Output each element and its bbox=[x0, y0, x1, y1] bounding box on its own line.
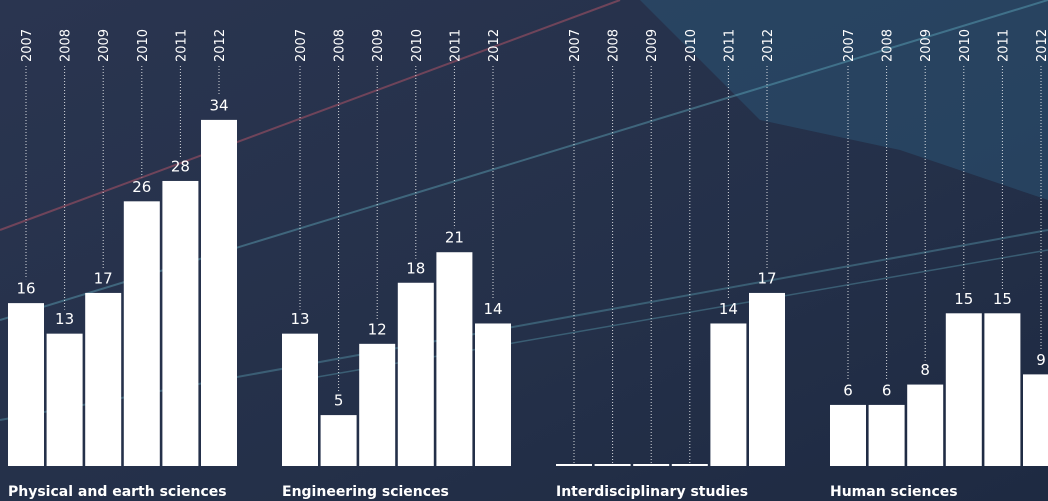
bar bbox=[201, 120, 237, 466]
x-tick-label: 2012 bbox=[487, 29, 502, 62]
data-label: 5 bbox=[334, 392, 344, 410]
bar bbox=[85, 293, 121, 466]
x-tick-label: 2008 bbox=[881, 29, 896, 62]
x-tick-label: 2012 bbox=[761, 29, 776, 62]
data-label: 12 bbox=[368, 320, 387, 338]
bar bbox=[984, 313, 1020, 466]
data-label: 16 bbox=[16, 280, 35, 298]
chart-title: Physical and earth sciences bbox=[8, 484, 227, 500]
bar bbox=[359, 344, 395, 466]
data-label: 21 bbox=[445, 229, 464, 247]
x-tick-label: 2010 bbox=[136, 29, 151, 62]
x-tick-label: 2010 bbox=[684, 29, 699, 62]
chart-title: Interdisciplinary studies bbox=[556, 484, 748, 500]
x-tick-label: 2010 bbox=[410, 29, 425, 62]
x-tick-label: 2007 bbox=[568, 29, 583, 62]
bar bbox=[398, 283, 434, 466]
bar bbox=[830, 405, 866, 466]
bar bbox=[946, 313, 982, 466]
chart: 2007 16 2008 13 2009 17 2010 26 2011 28 2012 34 Phys… bbox=[0, 0, 1048, 501]
x-tick-label: 2009 bbox=[371, 29, 386, 62]
bar bbox=[124, 201, 160, 466]
data-label: 8 bbox=[920, 361, 930, 379]
bar bbox=[436, 252, 472, 466]
x-tick-label: 2012 bbox=[213, 29, 228, 62]
x-tick-label: 2011 bbox=[174, 29, 189, 62]
x-tick-label: 2007 bbox=[294, 29, 309, 62]
data-label: 34 bbox=[209, 96, 228, 114]
x-tick-label: 2009 bbox=[919, 29, 934, 62]
data-label: 13 bbox=[290, 310, 309, 328]
bar bbox=[1023, 374, 1048, 466]
data-label: 14 bbox=[719, 300, 738, 318]
chart-title: Human sciences bbox=[830, 484, 958, 500]
x-tick-label: 2008 bbox=[59, 29, 74, 62]
data-label: 13 bbox=[55, 310, 74, 328]
bar bbox=[47, 334, 83, 466]
x-tick-label: 2011 bbox=[722, 29, 737, 62]
chart-title: Engineering sciences bbox=[282, 484, 449, 500]
x-tick-label: 2008 bbox=[607, 29, 622, 62]
data-label: 18 bbox=[406, 259, 425, 277]
data-label: 15 bbox=[993, 290, 1012, 308]
data-label: 6 bbox=[882, 381, 892, 399]
x-tick-label: 2010 bbox=[958, 29, 973, 62]
data-label: 26 bbox=[132, 178, 151, 196]
bar bbox=[8, 303, 44, 466]
bar bbox=[869, 405, 905, 466]
bar bbox=[321, 415, 357, 466]
x-tick-label: 2008 bbox=[333, 29, 348, 62]
bar bbox=[749, 293, 785, 466]
data-label: 17 bbox=[757, 269, 776, 287]
x-tick-label: 2009 bbox=[97, 29, 112, 62]
x-tick-label: 2012 bbox=[1035, 29, 1048, 62]
x-tick-label: 2007 bbox=[20, 29, 35, 62]
data-label: 6 bbox=[843, 381, 853, 399]
x-tick-label: 2007 bbox=[842, 29, 857, 62]
bar bbox=[475, 323, 511, 466]
bar bbox=[633, 464, 669, 466]
bar bbox=[710, 323, 746, 466]
data-label: 28 bbox=[171, 157, 190, 175]
bar bbox=[162, 181, 198, 466]
bar bbox=[556, 464, 592, 466]
data-label: 17 bbox=[94, 269, 113, 287]
data-label: 14 bbox=[483, 300, 502, 318]
x-tick-label: 2011 bbox=[448, 29, 463, 62]
x-tick-label: 2009 bbox=[645, 29, 660, 62]
data-label: 15 bbox=[954, 290, 973, 308]
data-label: 9 bbox=[1036, 351, 1046, 369]
x-tick-label: 2011 bbox=[996, 29, 1011, 62]
bar bbox=[595, 464, 631, 466]
bar bbox=[672, 464, 708, 466]
bar bbox=[282, 334, 318, 466]
bar bbox=[907, 385, 943, 466]
